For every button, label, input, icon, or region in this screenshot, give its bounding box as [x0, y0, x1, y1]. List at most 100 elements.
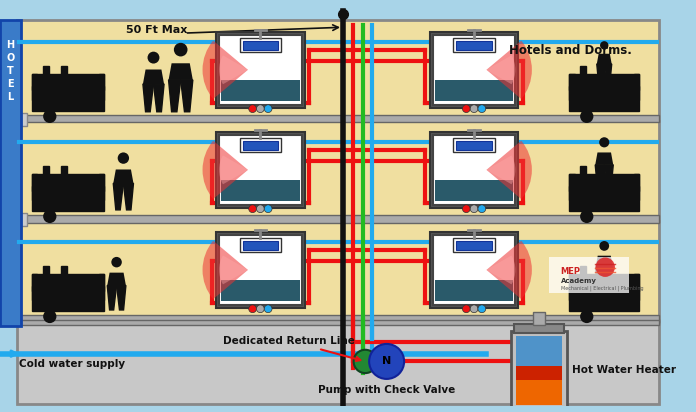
Polygon shape [569, 274, 639, 290]
Polygon shape [569, 174, 639, 191]
Circle shape [470, 105, 478, 112]
Wedge shape [219, 55, 248, 84]
Bar [221, 80, 300, 101]
Polygon shape [99, 274, 104, 300]
Circle shape [478, 105, 486, 112]
Polygon shape [31, 86, 104, 111]
Bar [457, 141, 492, 150]
Polygon shape [598, 266, 603, 274]
Circle shape [264, 305, 272, 313]
Polygon shape [598, 66, 603, 74]
Polygon shape [31, 274, 38, 300]
Circle shape [264, 105, 272, 112]
Bar [453, 138, 495, 152]
Bar [0, 21, 22, 326]
Polygon shape [569, 185, 639, 211]
Bar [216, 232, 305, 308]
Polygon shape [43, 66, 49, 74]
Circle shape [470, 205, 478, 213]
Circle shape [478, 305, 486, 313]
Circle shape [580, 110, 594, 123]
Bar [433, 35, 515, 105]
Polygon shape [43, 166, 49, 174]
Circle shape [174, 43, 187, 56]
Bar [430, 32, 519, 108]
Circle shape [111, 257, 122, 267]
Bar [516, 336, 562, 369]
Wedge shape [203, 140, 248, 199]
Text: Mechanical | Electrical | Plumbing: Mechanical | Electrical | Plumbing [560, 286, 643, 291]
Polygon shape [569, 274, 575, 300]
Bar [453, 38, 495, 52]
Polygon shape [31, 286, 104, 311]
Wedge shape [487, 41, 532, 99]
Polygon shape [596, 268, 604, 290]
Circle shape [369, 344, 404, 379]
Circle shape [580, 210, 594, 223]
Polygon shape [604, 165, 613, 189]
Polygon shape [569, 174, 575, 200]
Text: Pump with Check Valve: Pump with Check Valve [318, 384, 455, 395]
Polygon shape [596, 54, 612, 64]
Bar [549, 257, 628, 293]
Text: H
O
T
E
L: H O T E L [6, 40, 15, 102]
Polygon shape [123, 183, 134, 210]
Bar [457, 241, 492, 250]
Circle shape [600, 41, 608, 49]
Circle shape [470, 305, 478, 313]
Polygon shape [569, 74, 575, 100]
Bar [516, 366, 562, 380]
Bar [435, 281, 514, 302]
Polygon shape [154, 84, 164, 112]
Polygon shape [596, 64, 604, 84]
Bar [430, 132, 519, 208]
Circle shape [596, 258, 615, 277]
Polygon shape [595, 165, 604, 189]
Bar [219, 135, 301, 205]
Bar [221, 180, 300, 201]
Bar [533, 312, 545, 325]
Polygon shape [31, 274, 104, 290]
Polygon shape [107, 286, 116, 310]
Text: Hotels and Dorms.: Hotels and Dorms. [509, 44, 631, 57]
Polygon shape [43, 266, 49, 274]
Bar [17, 215, 658, 222]
Polygon shape [31, 174, 38, 200]
Circle shape [478, 205, 486, 213]
Polygon shape [595, 152, 613, 165]
Wedge shape [203, 241, 248, 299]
Polygon shape [107, 273, 126, 286]
Circle shape [256, 105, 264, 112]
Circle shape [264, 205, 272, 213]
Bar [457, 41, 492, 50]
Bar [433, 135, 515, 205]
Bar [511, 331, 567, 409]
Circle shape [462, 105, 470, 112]
Circle shape [599, 137, 609, 147]
Bar [243, 241, 278, 250]
Wedge shape [487, 255, 515, 284]
Bar [17, 320, 658, 404]
Bar [243, 41, 278, 50]
Polygon shape [143, 70, 164, 84]
Polygon shape [31, 185, 104, 211]
Bar [17, 121, 658, 220]
Polygon shape [31, 174, 104, 191]
Wedge shape [487, 155, 515, 184]
Polygon shape [569, 74, 639, 91]
Wedge shape [203, 41, 248, 99]
Polygon shape [604, 268, 613, 290]
Polygon shape [168, 80, 181, 112]
Bar [17, 320, 658, 325]
Text: N: N [382, 356, 391, 366]
Circle shape [256, 305, 264, 313]
Circle shape [580, 310, 594, 323]
Bar [453, 238, 495, 252]
Polygon shape [596, 256, 613, 268]
Bar [514, 323, 564, 333]
Bar [216, 32, 305, 108]
Polygon shape [113, 169, 134, 183]
Polygon shape [31, 74, 104, 91]
Polygon shape [31, 74, 38, 100]
Text: 50 Ft Max: 50 Ft Max [126, 25, 188, 35]
